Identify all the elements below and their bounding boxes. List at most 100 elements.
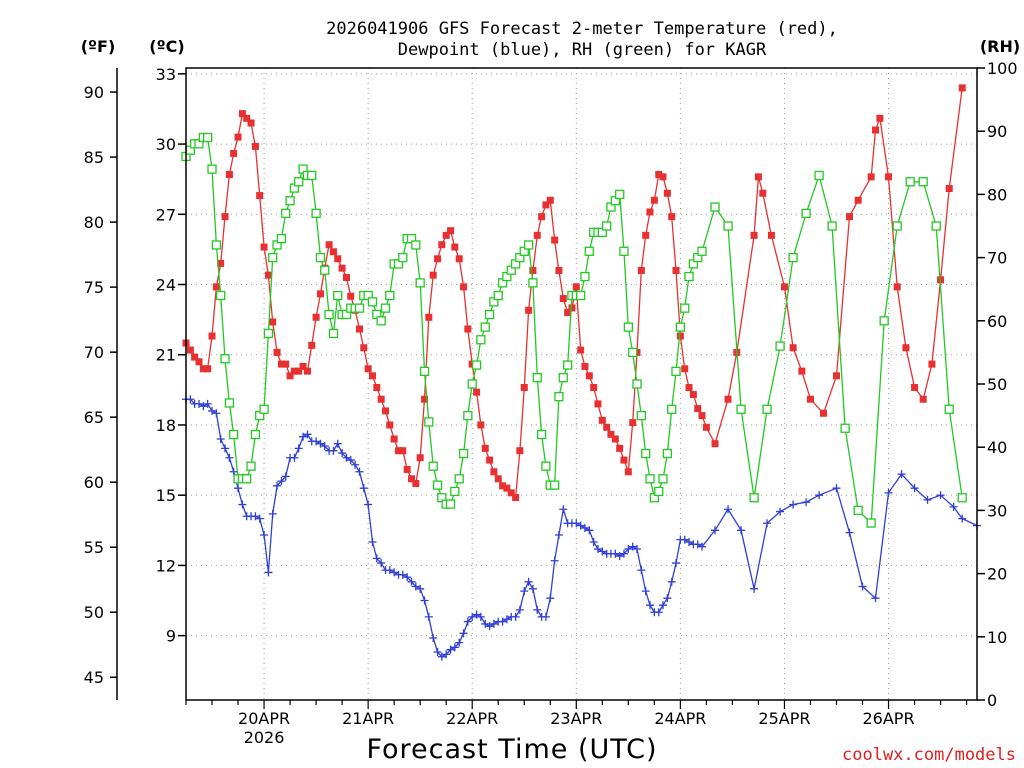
- data-point: [815, 491, 824, 500]
- data-point: [532, 373, 542, 383]
- unit-label-celsius: (ºC): [149, 37, 184, 56]
- data-point: [905, 177, 915, 187]
- data-point: [866, 518, 876, 528]
- data-point: [958, 84, 966, 92]
- data-point: [944, 404, 954, 414]
- data-point: [312, 313, 320, 321]
- data-point: [710, 202, 720, 212]
- data-point: [455, 638, 464, 647]
- data-point: [260, 530, 269, 539]
- data-point: [354, 303, 365, 313]
- data-point: [697, 246, 707, 256]
- data-point: [282, 360, 290, 368]
- unit-label-fahrenheit: (ºF): [81, 37, 116, 56]
- series-dewpoint-c-: [182, 395, 981, 661]
- f-tick-label: 50: [84, 603, 104, 622]
- data-point: [520, 587, 529, 596]
- data-point: [458, 448, 469, 459]
- data-point: [481, 444, 489, 452]
- data-point: [425, 313, 433, 321]
- data-point: [602, 221, 612, 231]
- data-point: [442, 650, 451, 659]
- data-point: [655, 171, 663, 179]
- data-point: [632, 379, 642, 389]
- data-point: [351, 460, 360, 469]
- data-point: [542, 201, 550, 209]
- data-point: [801, 208, 811, 219]
- data-point: [454, 474, 464, 484]
- c-tick-label: 27: [156, 205, 176, 224]
- data-point: [577, 346, 585, 354]
- data-point: [641, 448, 651, 459]
- data-point: [711, 440, 719, 448]
- data-point: [902, 344, 910, 352]
- data-point: [658, 474, 668, 484]
- f-tick-label: 85: [84, 148, 104, 167]
- data-point: [620, 456, 628, 464]
- series-layer: [181, 84, 981, 661]
- rh-tick-label: 60: [987, 312, 1007, 331]
- rh-tick-label: 10: [987, 628, 1007, 647]
- data-point: [220, 354, 230, 364]
- data-point: [493, 290, 503, 301]
- rh-tick-label: 20: [987, 565, 1007, 584]
- data-point: [385, 566, 394, 575]
- series-relative-humidity-: [181, 132, 967, 528]
- c-tick-label: 30: [156, 135, 176, 154]
- data-point: [338, 264, 346, 272]
- data-point: [419, 366, 430, 377]
- data-point: [273, 348, 281, 356]
- data-point: [897, 470, 906, 479]
- data-point: [737, 526, 746, 535]
- data-point: [432, 480, 443, 490]
- data-point: [450, 643, 459, 652]
- data-point: [541, 612, 550, 621]
- data-point: [936, 491, 945, 500]
- data-point: [658, 601, 667, 610]
- data-point: [616, 444, 624, 452]
- data-point: [711, 526, 720, 535]
- data-point: [598, 416, 606, 424]
- c-tick-label: 15: [156, 486, 176, 505]
- data-point: [645, 601, 654, 610]
- data-point: [412, 479, 420, 487]
- data-point: [876, 114, 884, 122]
- data-point: [421, 395, 429, 403]
- data-point: [324, 309, 334, 320]
- data-point: [494, 475, 502, 483]
- data-point: [329, 248, 337, 256]
- data-point: [555, 266, 563, 274]
- f-tick-label: 90: [84, 83, 104, 102]
- data-point: [498, 617, 507, 626]
- data-point: [576, 521, 585, 530]
- data-point: [372, 554, 381, 563]
- data-point: [390, 568, 399, 577]
- data-point: [559, 295, 567, 303]
- data-point: [368, 538, 377, 546]
- data-point: [437, 652, 446, 661]
- data-point: [347, 292, 355, 300]
- data-point: [186, 346, 194, 354]
- data-point: [369, 372, 377, 380]
- data-point: [550, 556, 559, 565]
- data-point: [867, 173, 875, 181]
- chart-title-line-2: Dewpoint (blue), RH (green) for KAGR: [398, 40, 767, 60]
- data-point: [247, 119, 255, 127]
- data-point: [806, 395, 814, 403]
- data-point: [476, 335, 486, 345]
- data-point: [407, 577, 416, 586]
- data-point: [736, 404, 746, 414]
- data-point: [549, 480, 560, 490]
- data-point: [256, 192, 264, 200]
- data-point: [607, 430, 615, 438]
- data-point: [685, 384, 693, 392]
- rh-tick-label: 30: [987, 501, 1007, 520]
- data-point: [654, 486, 664, 497]
- data-point: [260, 243, 268, 251]
- data-point: [780, 283, 788, 291]
- data-point: [281, 472, 290, 481]
- data-point: [724, 395, 732, 403]
- x-tick-sublabel: 2026: [244, 728, 285, 747]
- data-point: [533, 605, 542, 614]
- data-point: [290, 367, 298, 375]
